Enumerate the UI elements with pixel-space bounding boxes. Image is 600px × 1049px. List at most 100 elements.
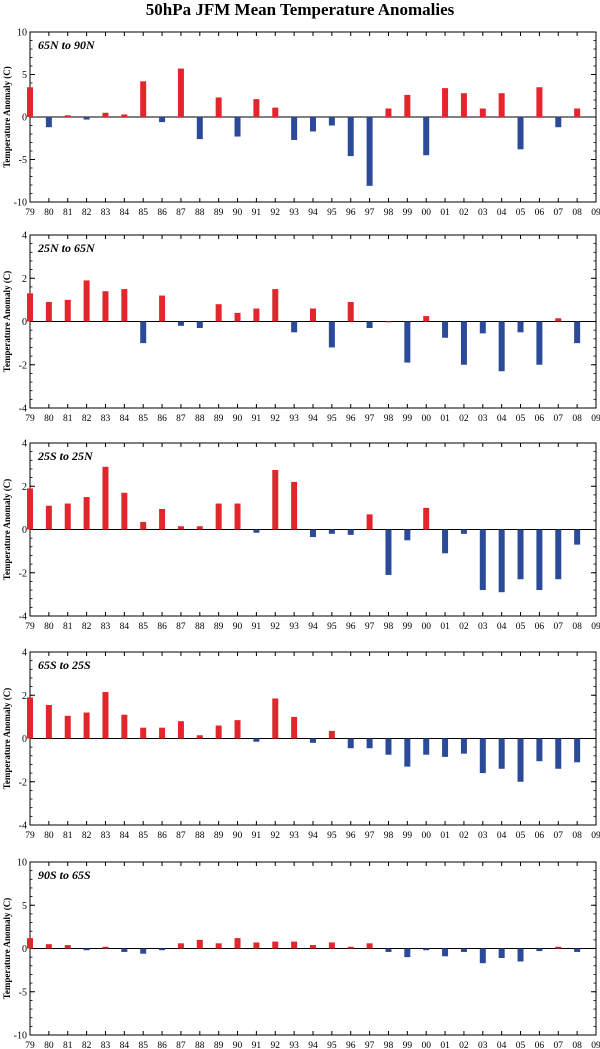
x-tick-label: 93 xyxy=(289,414,299,424)
bar-87 xyxy=(177,321,184,326)
x-tick-label: 91 xyxy=(252,622,262,632)
bar-84 xyxy=(121,114,128,117)
x-tick-label: 81 xyxy=(63,1041,73,1049)
x-tick-label: 03 xyxy=(478,831,488,841)
bar-85 xyxy=(140,727,147,739)
bar-91 xyxy=(253,529,260,533)
bar-97 xyxy=(366,321,373,328)
bar-89 xyxy=(215,725,222,739)
x-tick-label: 91 xyxy=(252,414,262,424)
bar-84 xyxy=(121,948,128,952)
x-tick-label: 93 xyxy=(289,1041,299,1049)
y-tick-label: 5 xyxy=(22,901,27,912)
bar-94 xyxy=(310,117,316,132)
bar-98 xyxy=(385,108,392,117)
x-tick-label: 08 xyxy=(572,208,582,218)
bar-98 xyxy=(385,948,392,952)
bar-84 xyxy=(121,714,128,739)
x-tick-label: 89 xyxy=(214,414,224,424)
bar-85 xyxy=(140,321,147,344)
y-axis-label: Temperature Anomaly (C) xyxy=(2,688,12,790)
bar-85 xyxy=(140,81,147,117)
x-tick-label: 01 xyxy=(440,208,450,218)
bar-90 xyxy=(234,117,241,137)
x-tick-label: 95 xyxy=(327,208,337,218)
x-tick-label: 00 xyxy=(421,414,431,424)
x-tick-label: 90 xyxy=(233,622,243,632)
bar-86 xyxy=(159,295,166,322)
bar-86 xyxy=(159,948,166,951)
bar-08 xyxy=(574,948,581,952)
bar-02 xyxy=(460,93,467,117)
bar-07 xyxy=(555,318,562,322)
x-tick-label: 03 xyxy=(478,1041,488,1049)
x-tick-label: 84 xyxy=(120,208,130,218)
x-tick-label: 94 xyxy=(308,414,318,424)
bar-89 xyxy=(215,304,222,322)
x-tick-label: 98 xyxy=(384,622,394,632)
y-tick-label: 0 xyxy=(22,525,27,536)
bar-83 xyxy=(102,112,109,117)
bar-95 xyxy=(328,942,335,949)
bar-07 xyxy=(555,529,562,580)
y-tick-label: 2 xyxy=(22,274,27,285)
x-tick-label: 80 xyxy=(44,622,54,632)
x-tick-label: 88 xyxy=(195,414,205,424)
x-tick-label: 91 xyxy=(252,831,262,841)
bar-92 xyxy=(272,470,279,530)
bar-79 xyxy=(27,697,33,739)
chart-panel-2: 4 2 0 -2 -479 80 81 82 83 84 85 86 87 88 89 90 91 92 93 94 9… xyxy=(2,231,600,425)
region-label: 65S to 25S xyxy=(38,658,91,672)
bar-79 xyxy=(27,293,33,322)
bar-86 xyxy=(159,727,166,739)
bar-82 xyxy=(83,117,90,120)
x-tick-label: 89 xyxy=(214,1041,224,1049)
bar-03 xyxy=(479,948,486,964)
y-tick-label: -10 xyxy=(14,1031,27,1042)
bar-01 xyxy=(442,529,449,554)
y-tick-label: 4 xyxy=(22,648,27,659)
bar-96 xyxy=(347,529,354,535)
x-tick-label: 99 xyxy=(403,831,413,841)
x-tick-label: 88 xyxy=(195,831,205,841)
bar-06 xyxy=(536,87,543,117)
bar-79 xyxy=(27,488,33,530)
x-tick-label: 93 xyxy=(289,831,299,841)
chart-panel-3: 4 2 0 -2 -479 80 81 82 83 84 85 86 87 88 89 90 91 92 93 94 9… xyxy=(2,439,600,633)
bar-03 xyxy=(479,738,486,774)
x-tick-label: 02 xyxy=(459,831,469,841)
bar-95 xyxy=(328,730,335,739)
bar-85 xyxy=(140,521,147,530)
bar-00 xyxy=(423,507,430,530)
x-tick-label: 04 xyxy=(497,414,507,424)
x-tick-label: 86 xyxy=(157,622,167,632)
x-tick-label: 79 xyxy=(25,208,35,218)
x-tick-label: 89 xyxy=(214,622,224,632)
x-tick-label: 96 xyxy=(346,1041,356,1049)
x-tick-label: 97 xyxy=(365,414,375,424)
x-tick-label: 04 xyxy=(497,622,507,632)
x-tick-label: 01 xyxy=(440,1041,450,1049)
bar-95 xyxy=(328,529,335,534)
bar-07 xyxy=(555,738,562,769)
x-tick-label: 05 xyxy=(516,414,526,424)
x-tick-label: 87 xyxy=(176,208,186,218)
bar-04 xyxy=(498,529,505,593)
y-tick-label: 0 xyxy=(22,734,27,745)
x-tick-label: 87 xyxy=(176,831,186,841)
bar-06 xyxy=(536,738,543,762)
bar-91 xyxy=(253,308,260,322)
chart-panel-4: 4 2 0 -2 -479 80 81 82 83 84 85 86 87 88 89 90 91 92 93 94 9… xyxy=(2,648,600,842)
x-tick-label: 08 xyxy=(572,831,582,841)
bar-90 xyxy=(234,312,241,322)
x-tick-label: 86 xyxy=(157,1041,167,1049)
x-tick-label: 88 xyxy=(195,1041,205,1049)
x-tick-label: 05 xyxy=(516,831,526,841)
bar-83 xyxy=(102,692,109,739)
bar-81 xyxy=(64,299,71,322)
bar-00 xyxy=(423,948,430,951)
bar-81 xyxy=(64,715,71,739)
x-tick-label: 94 xyxy=(308,208,318,218)
x-tick-label: 97 xyxy=(365,831,375,841)
x-tick-label: 90 xyxy=(233,831,243,841)
